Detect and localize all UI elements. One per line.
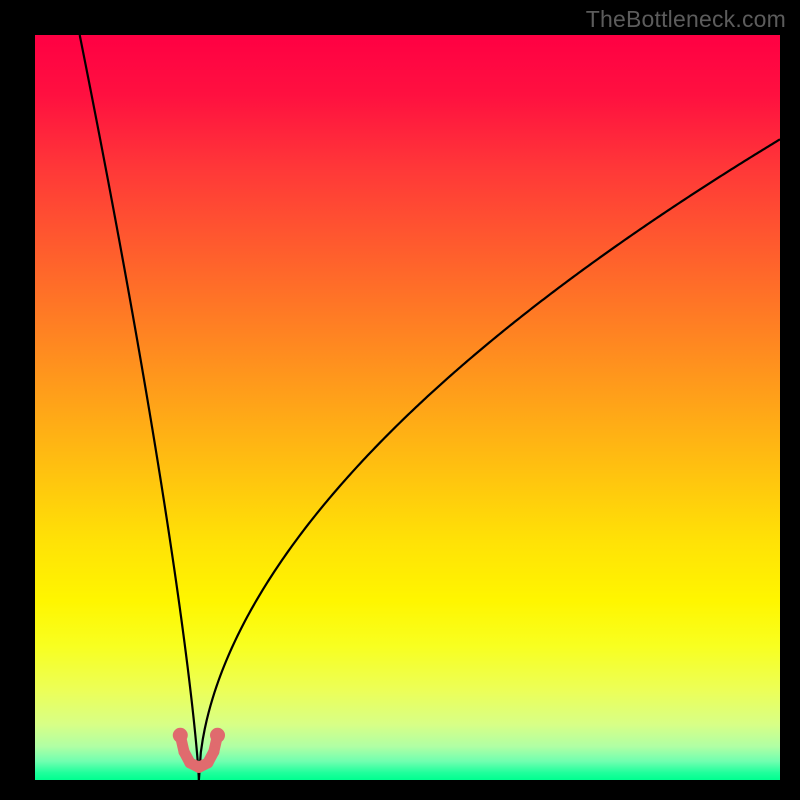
dip-marker bbox=[208, 746, 219, 757]
dip-marker bbox=[173, 728, 188, 743]
dip-marker bbox=[202, 757, 213, 768]
dip-marker bbox=[210, 728, 225, 743]
chart-stage: TheBottleneck.com bbox=[0, 0, 800, 800]
watermark-text: TheBottleneck.com bbox=[586, 6, 786, 33]
dip-marker bbox=[179, 746, 190, 757]
bottleneck-plot bbox=[0, 0, 800, 800]
gradient-background bbox=[35, 35, 780, 780]
